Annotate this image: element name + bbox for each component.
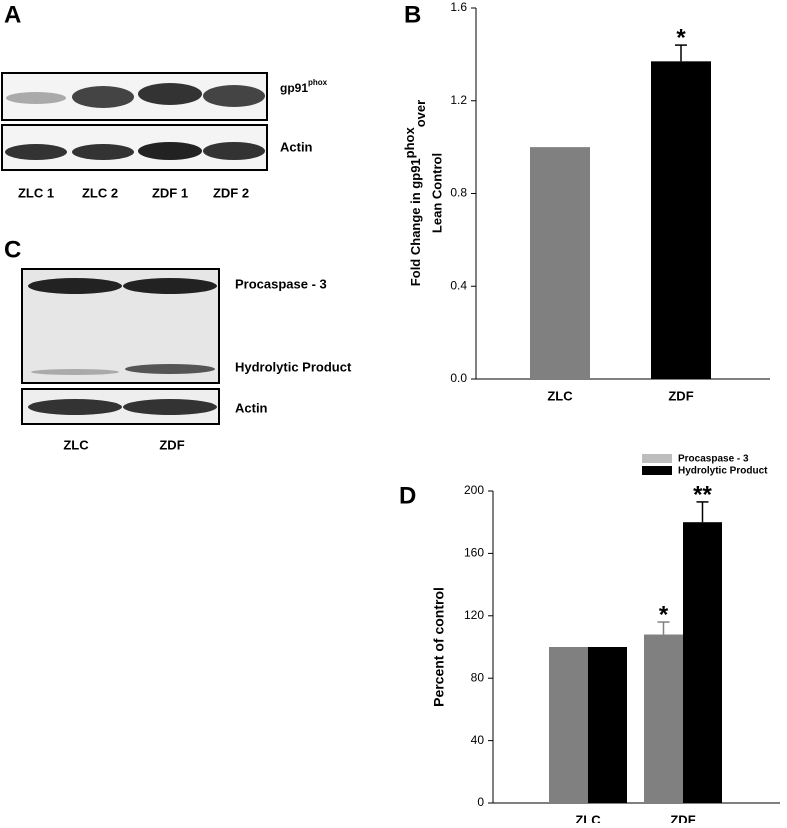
lane-label: ZDF 1 (152, 185, 188, 200)
blot-label-text: gp91 (280, 81, 308, 95)
y-label-sub: over (413, 100, 428, 127)
y-tick-label: 0 (477, 795, 484, 809)
bar (644, 634, 683, 803)
y-tick-label: 1.6 (450, 0, 467, 14)
x-tick-label: ZLC (547, 388, 573, 403)
legend-swatch (642, 454, 672, 463)
y-tick-label: 0.0 (450, 371, 467, 385)
legend-label: Procaspase - 3 (678, 454, 749, 465)
y-tick-label: 120 (464, 608, 484, 622)
blot-label: Actin (280, 139, 313, 154)
blot-c (21, 268, 220, 425)
bar (651, 61, 711, 380)
x-tick-label: ZDF (670, 812, 695, 823)
y-tick-label: 0.8 (450, 186, 467, 200)
blot-label: Hydrolytic Product (235, 359, 352, 374)
panel-letter: B (404, 1, 421, 28)
bar (530, 147, 590, 379)
y-tick-label: 1.2 (450, 93, 467, 107)
lane-label: ZLC 2 (82, 185, 118, 200)
bar (683, 522, 722, 803)
y-tick-label: 160 (464, 546, 484, 560)
y-label-sup: phox (402, 127, 417, 159)
y-tick-label: 0.4 (450, 278, 467, 292)
blot-label: Procaspase - 3 (235, 276, 327, 291)
lane-label: ZDF 2 (213, 185, 249, 200)
blot-a (1, 72, 268, 171)
y-axis-label: Fold Change in gp91phoxover (402, 100, 428, 286)
legend-swatch (642, 466, 672, 475)
y-tick-label: 200 (464, 483, 484, 497)
blot-label-sup: phox (308, 78, 328, 87)
panel-letter: A (4, 1, 21, 28)
panel-letter: D (399, 482, 416, 509)
x-tick-label: ZLC (575, 812, 601, 823)
y-label-text: Fold Change in gp91 (408, 158, 423, 286)
lane-label: ZLC 1 (18, 185, 54, 200)
bar (588, 647, 627, 803)
y-axis-label: Lean Control (429, 153, 444, 233)
y-tick-label: 80 (471, 670, 485, 684)
y-axis-label: Percent of control (431, 587, 447, 707)
bar (549, 647, 588, 803)
x-tick-label: ZDF (668, 388, 693, 403)
y-tick-label: 40 (471, 733, 485, 747)
panel-letter: C (4, 236, 21, 263)
lane-label: ZDF (159, 437, 184, 452)
legend-label: Hydrolytic Product (678, 466, 768, 477)
lane-label: ZLC (63, 437, 89, 452)
blot-label: Actin (235, 400, 268, 415)
blot-label: gp91phox (280, 78, 328, 95)
annotation: * (659, 601, 669, 628)
annotation: * (676, 24, 686, 51)
annotation: ** (693, 481, 712, 508)
